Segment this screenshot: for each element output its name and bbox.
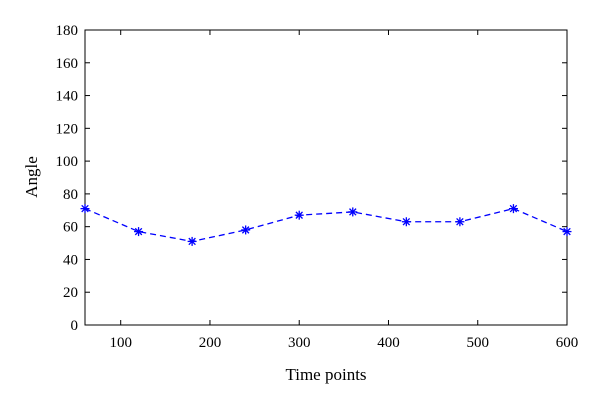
series-line: [84, 207, 568, 243]
data-point: [508, 204, 518, 214]
y-tick-label: 0: [71, 318, 79, 334]
x-tick-label: 300: [288, 335, 311, 351]
data-point: [241, 225, 251, 235]
plot-frame: [84, 29, 568, 326]
x-tick-label: 200: [199, 335, 222, 351]
x-tick-label: 500: [466, 335, 489, 351]
y-tick-label: 80: [63, 187, 78, 203]
data-point: [80, 204, 90, 214]
y-tick-label: 40: [63, 252, 78, 268]
x-tick-label: 600: [556, 335, 579, 351]
series-layer: [80, 204, 572, 246]
data-point: [455, 217, 465, 227]
y-tick-label: 140: [56, 89, 79, 105]
y-tick-label: 60: [63, 220, 78, 236]
data-point: [401, 217, 411, 227]
data-point: [294, 210, 304, 220]
y-tick-label: 120: [56, 121, 79, 137]
data-point: [134, 227, 144, 237]
x-tick-label: 400: [377, 335, 400, 351]
y-tick-label: 100: [56, 154, 79, 170]
data-point: [348, 207, 358, 217]
y-axis-title: Angle: [22, 156, 41, 198]
y-tick-label: 20: [63, 285, 78, 301]
data-point: [187, 236, 197, 246]
x-axis-title: Time points: [285, 365, 366, 384]
x-axis-ticks: 100 200 300 400 500 600: [109, 30, 578, 351]
y-tick-label: 180: [56, 23, 79, 39]
y-tick-label: 160: [56, 56, 79, 72]
x-tick-label: 100: [109, 335, 132, 351]
y-axis-ticks: 0 20 40 60 80 100 120 140 160 180: [56, 23, 567, 334]
data-point: [562, 227, 572, 237]
